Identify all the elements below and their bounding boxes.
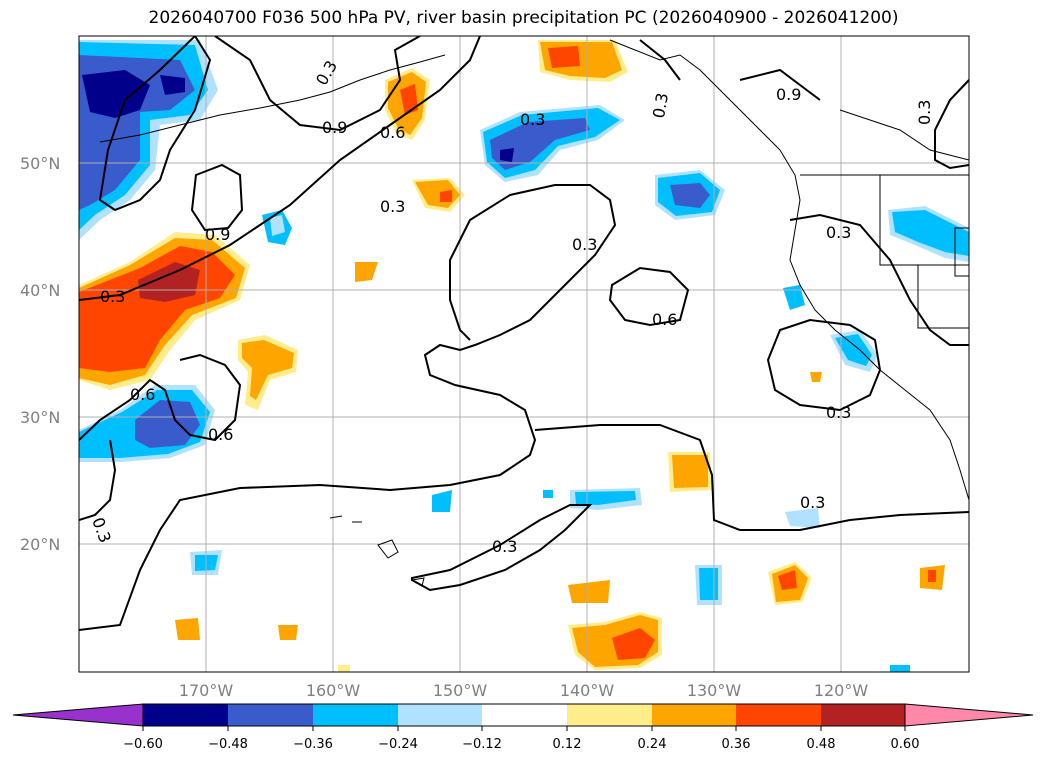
figure-title: 2026040700 F036 500 hPa PV, river basin … <box>148 8 899 28</box>
contour-label: 0.3 <box>492 537 517 556</box>
graticule <box>79 36 969 672</box>
contour-label: 0.3 <box>380 197 405 216</box>
contour-label: 0.6 <box>380 123 405 142</box>
contour-label: 0.9 <box>776 85 801 104</box>
lat-label: 40°N <box>20 281 60 300</box>
colorbar-tick-label: −0.60 <box>123 737 163 752</box>
colorbar-tick-label: 0.24 <box>638 737 667 752</box>
plot-frame <box>78 35 970 673</box>
lat-label: 20°N <box>20 535 60 554</box>
colorbar-tick-label: −0.12 <box>462 737 502 752</box>
colorbar-segment <box>567 704 652 726</box>
colorbar-segment <box>313 704 398 726</box>
colorbar-segment <box>821 704 905 726</box>
colorbar-tick-label: 0.12 <box>553 737 582 752</box>
colorbar-segment <box>652 704 736 726</box>
lon-axis: 170°W 160°W 150°W 140°W 130°W 120°W <box>179 681 869 700</box>
lon-label: 150°W <box>433 681 488 700</box>
colorbar-segment <box>228 704 313 726</box>
lon-label: 140°W <box>560 681 615 700</box>
lon-label: 120°W <box>814 681 869 700</box>
lat-axis: 50°N 40°N 30°N 20°N <box>20 154 60 554</box>
contour-label: 0.3 <box>826 223 851 242</box>
colorbar-segment <box>398 704 482 726</box>
lat-label: 30°N <box>20 408 60 427</box>
coastlines <box>99 39 969 587</box>
lon-label: 170°W <box>179 681 234 700</box>
contour-label: 0.3 <box>649 91 672 119</box>
lon-label: 160°W <box>306 681 361 700</box>
contour-label: 0.3 <box>520 110 545 129</box>
colorbar-tick-label: −0.48 <box>208 737 248 752</box>
contour-label: 0.6 <box>208 425 233 444</box>
contour-label: 0.3 <box>915 100 934 125</box>
contour-label: 0.3 <box>800 493 825 512</box>
contour-label: 0.3 <box>100 287 125 306</box>
pv-contours <box>79 36 969 631</box>
contour-label: 0.9 <box>322 118 347 137</box>
contour-label: 0.3 <box>826 403 851 422</box>
contour-label: 0.3 <box>572 235 597 254</box>
contour-labels: 0.9 0.6 0.3 0.9 0.3 0.3 0.9 0.3 0.3 0.3 … <box>88 57 934 556</box>
lat-label: 50°N <box>20 154 60 173</box>
contour-label: 0.6 <box>652 310 677 329</box>
colorbar-tick-label: 0.36 <box>722 737 751 752</box>
contour-label: 0.6 <box>130 385 155 404</box>
colorbar-tick-label: 0.60 <box>891 737 920 752</box>
contour-label: 0.9 <box>205 225 230 244</box>
colorbar-tick-label: 0.48 <box>807 737 836 752</box>
colorbar-tick-label: −0.36 <box>293 737 333 752</box>
colorbar: −0.60 −0.48 −0.36 −0.24 −0.12 0.12 0.24 … <box>12 703 1034 752</box>
colorbar-segment <box>482 704 567 726</box>
colorbar-segment <box>143 704 228 726</box>
precip-fields <box>79 40 969 672</box>
colorbar-extend-min <box>12 703 144 727</box>
colorbar-segment <box>736 704 821 726</box>
colorbar-extend-max <box>904 703 1034 727</box>
lon-label: 130°W <box>687 681 742 700</box>
colorbar-tick-label: −0.24 <box>378 737 418 752</box>
